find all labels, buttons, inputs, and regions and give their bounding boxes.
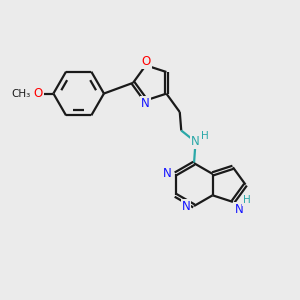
Text: N: N	[182, 200, 190, 212]
Text: O: O	[34, 87, 43, 100]
Text: CH₃: CH₃	[11, 88, 30, 98]
Text: N: N	[191, 135, 200, 148]
Text: CH₃: CH₃	[13, 88, 32, 98]
Text: O: O	[33, 87, 42, 100]
Text: O: O	[142, 55, 151, 68]
Text: H: H	[243, 195, 251, 206]
Text: N: N	[234, 203, 243, 216]
Text: N: N	[141, 98, 150, 110]
Text: N: N	[163, 167, 172, 180]
Text: H: H	[201, 131, 209, 142]
